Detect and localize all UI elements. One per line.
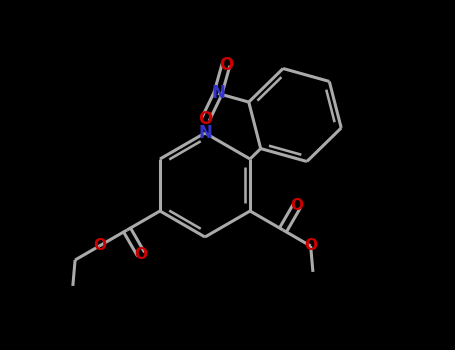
Text: N: N	[198, 124, 212, 142]
Text: O: O	[135, 247, 147, 262]
Text: N: N	[211, 84, 225, 103]
Text: O: O	[290, 198, 303, 213]
Text: O: O	[219, 56, 233, 74]
Text: O: O	[93, 238, 106, 253]
Text: O: O	[304, 238, 317, 253]
Text: O: O	[198, 110, 213, 128]
